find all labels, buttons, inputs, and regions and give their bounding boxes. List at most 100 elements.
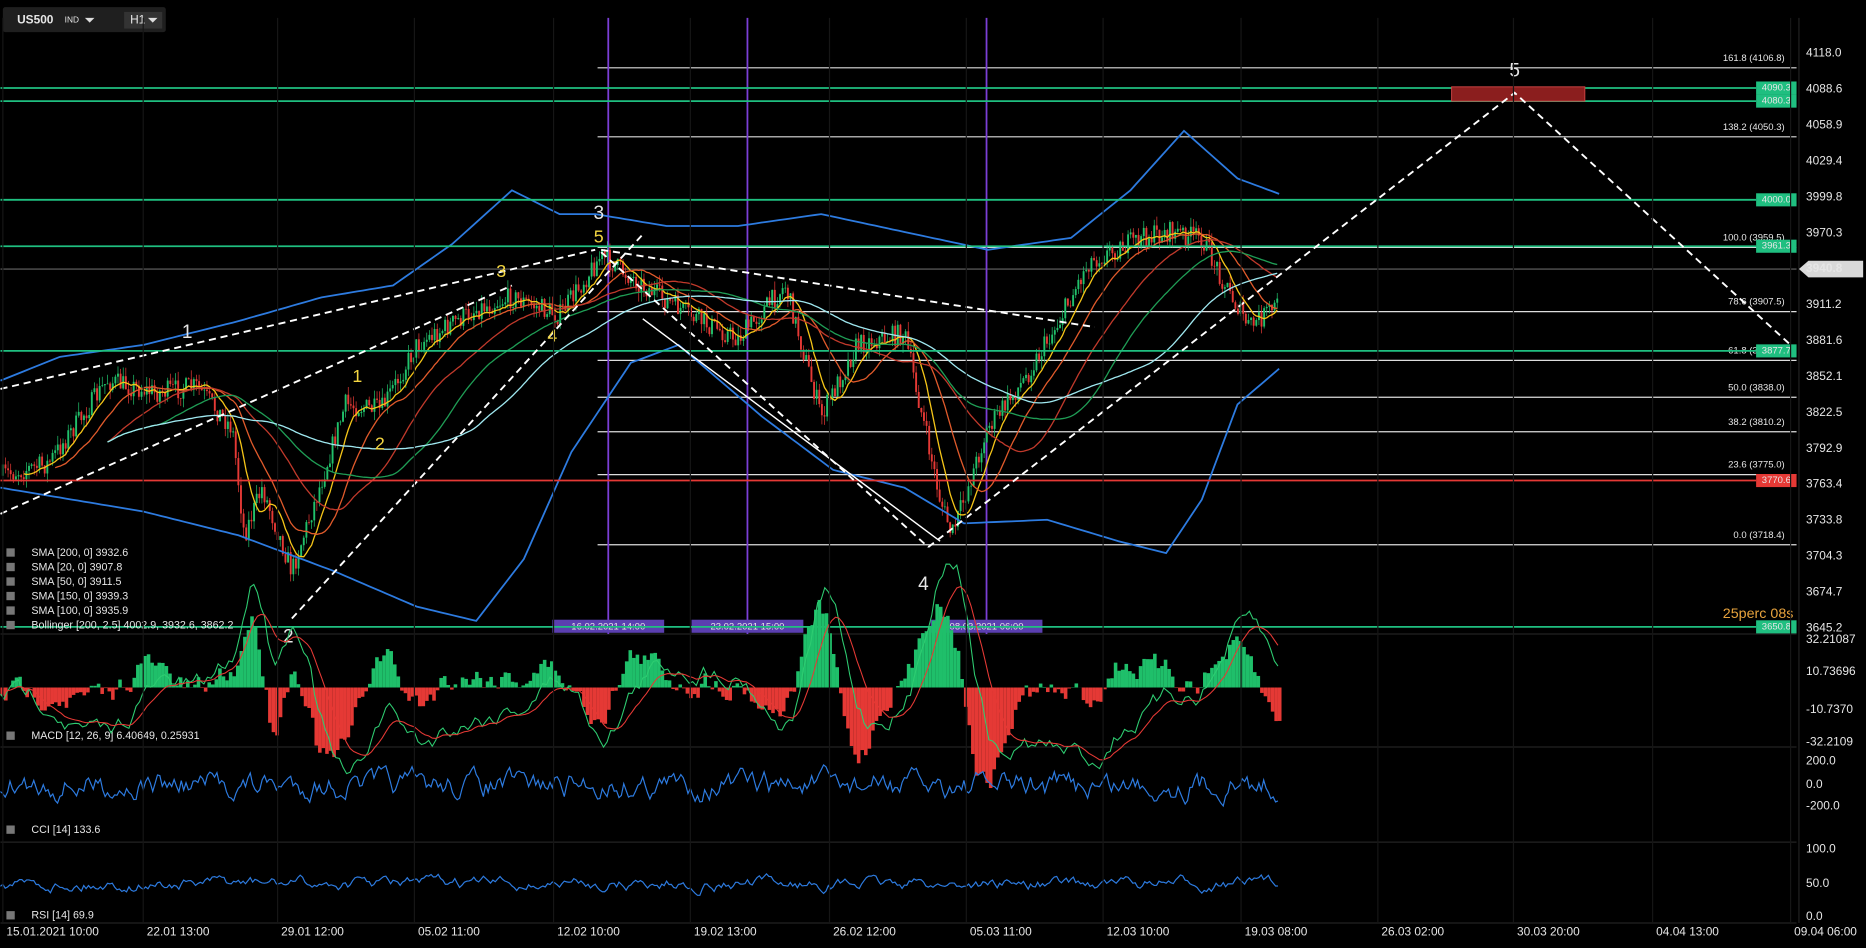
bollinger-band <box>0 129 1280 382</box>
macd-histogram <box>1063 687 1068 699</box>
indicator-label[interactable]: SMA [50, 0] 3911.5 <box>31 576 121 588</box>
candle-body <box>132 381 135 397</box>
candle-body <box>1237 308 1239 314</box>
macd-histogram <box>243 636 247 688</box>
signal-line <box>0 586 1279 761</box>
countdown-minutes: 25perc <box>1723 606 1767 622</box>
macd-histogram <box>303 687 308 707</box>
macd-histogram <box>978 687 982 774</box>
candle-body <box>802 349 805 360</box>
candle-body <box>4 464 7 469</box>
time-tick-label: 09.04 06:00 <box>1794 925 1857 939</box>
macd-histogram <box>1181 687 1186 692</box>
wave-line <box>927 91 1792 548</box>
candle-body <box>601 250 604 260</box>
macd-histogram <box>1017 687 1022 702</box>
time-tick-label: 15.01.2021 10:00 <box>6 925 99 939</box>
candle-body <box>106 383 109 385</box>
candle-body <box>1014 395 1017 400</box>
timeframe[interactable]: H1 <box>130 12 146 26</box>
candle-body <box>716 320 719 329</box>
candle-body <box>1268 304 1271 307</box>
macd-histogram <box>1270 687 1275 712</box>
macd-histogram <box>414 687 418 696</box>
oscillator-tick-label: -10.7370 <box>1806 702 1853 716</box>
candle-body <box>839 376 842 388</box>
candle-body <box>928 425 931 455</box>
candle-body <box>378 399 381 409</box>
indicator-label[interactable]: SMA [100, 0] 3935.9 <box>31 605 128 617</box>
time-tick-label: 12.03 10:00 <box>1107 925 1170 939</box>
macd-histogram <box>767 687 772 710</box>
candle-body <box>970 485 973 487</box>
oscillator-tick-label: 200.0 <box>1806 753 1836 767</box>
candle-body <box>506 288 509 303</box>
candle-body <box>496 306 499 309</box>
candle-body <box>1074 289 1077 296</box>
macd-histogram <box>1006 687 1011 736</box>
price-tick-label: 4058.9 <box>1806 118 1843 132</box>
candle-body <box>1051 334 1054 344</box>
indicator-label[interactable]: SMA [200, 0] 3932.6 <box>31 547 128 559</box>
macd-histogram <box>146 654 151 688</box>
wave-label: 5 <box>594 227 604 247</box>
macd-histogram <box>710 687 715 690</box>
candle-body <box>454 315 457 320</box>
indicator-label[interactable]: Bollinger [200, 2.5] 4002.9, 3932.6, 386… <box>31 619 233 631</box>
macd-histogram <box>86 687 90 693</box>
candle-body <box>1087 269 1090 272</box>
macd-histogram <box>742 687 747 695</box>
candle-body <box>1025 374 1027 379</box>
macd-histogram <box>896 686 900 688</box>
macd-histogram <box>460 677 465 688</box>
candle-body <box>1064 298 1067 319</box>
macd-histogram <box>100 687 104 694</box>
macd-histogram <box>453 684 458 688</box>
price-tick-label: 3822.5 <box>1806 405 1843 419</box>
macd-histogram <box>785 687 790 698</box>
candle-body <box>687 302 690 308</box>
candle-body <box>187 378 190 380</box>
macd-histogram <box>639 663 643 688</box>
fib-label: 78.6 (3907.5) <box>1728 297 1785 308</box>
indicator-label[interactable]: SMA [150, 0] 3939.3 <box>31 590 128 602</box>
macd-histogram <box>1163 659 1168 688</box>
macd-histogram <box>218 668 222 688</box>
macd-histogram <box>514 682 518 688</box>
macd-histogram <box>649 653 654 688</box>
candle-body <box>794 316 797 324</box>
macd-histogram <box>335 687 340 751</box>
candle-body <box>1210 242 1213 266</box>
symbol[interactable]: US500 <box>17 12 54 26</box>
candle-body <box>598 259 601 262</box>
candle-body <box>1038 353 1041 360</box>
candle-body <box>653 288 656 296</box>
indicator-label[interactable]: SMA [20, 0] 3907.8 <box>31 561 122 573</box>
candle-body <box>569 290 572 295</box>
macd-histogram <box>196 677 201 688</box>
macd-histogram <box>831 653 836 688</box>
macd-histogram <box>525 683 529 688</box>
target-zone <box>1451 86 1586 102</box>
candle-body <box>522 297 525 307</box>
candle-body <box>1218 261 1221 284</box>
candle-body <box>399 381 402 384</box>
countdown: 25perc 08s <box>1723 606 1794 622</box>
macd-histogram <box>646 659 650 688</box>
macd-histogram <box>200 687 204 689</box>
macd-histogram <box>867 687 872 749</box>
macd-histogram <box>1045 687 1050 693</box>
candle-body <box>41 456 44 466</box>
candle-body <box>917 391 920 409</box>
time-tick-label: 05.02 11:00 <box>418 925 480 939</box>
dropdown-arrow <box>147 17 158 23</box>
candle-body <box>1182 227 1184 231</box>
candle-body <box>666 298 669 309</box>
fib-label: 50.0 (3838.0) <box>1728 382 1785 393</box>
macd-histogram <box>1145 659 1150 688</box>
candle-body <box>941 501 944 507</box>
macd-histogram <box>899 680 904 688</box>
macd-histogram <box>657 658 661 688</box>
macd-histogram <box>685 687 690 694</box>
candle-body <box>240 485 242 514</box>
